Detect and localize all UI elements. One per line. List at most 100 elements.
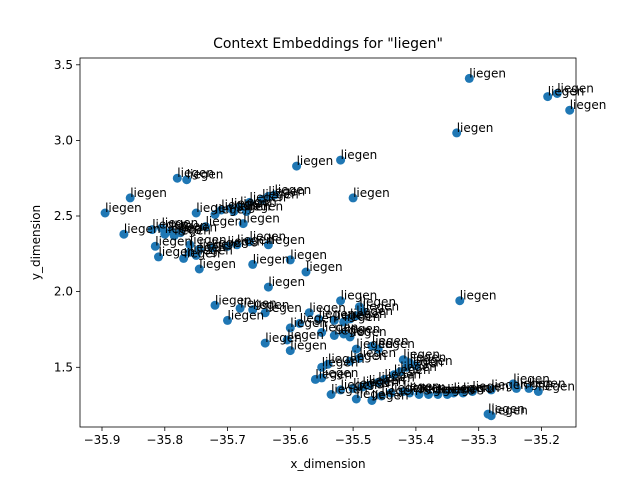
scatter-point <box>354 353 364 363</box>
scatter-point <box>235 202 245 212</box>
point-label: liegen <box>228 308 265 322</box>
point-label: liegen <box>287 328 324 342</box>
point-label: liegen <box>334 324 371 338</box>
scatter-point <box>351 344 361 354</box>
scatter-point <box>449 388 459 398</box>
scatter-point <box>511 383 521 393</box>
scatter-point <box>348 193 358 203</box>
point-label: liegen <box>221 198 258 212</box>
scatter-point <box>179 253 189 263</box>
scatter-point <box>260 308 270 318</box>
point-label: liegen <box>322 321 359 335</box>
scatter-point <box>232 240 242 250</box>
x-tick-label: −35.3 <box>460 433 497 447</box>
point-label: liegen <box>190 240 227 254</box>
point-label: liegen <box>243 212 280 226</box>
scatter-point <box>414 390 424 399</box>
scatter-point <box>216 205 226 215</box>
point-label: liegen <box>177 166 214 180</box>
point-label: liegen <box>516 376 553 390</box>
scatter-point <box>339 317 349 327</box>
point-label: liegen <box>174 224 211 238</box>
point-label: liegen <box>206 215 243 229</box>
scatter-point <box>304 308 314 318</box>
point-label: liegen <box>228 234 265 248</box>
point-label: liegen <box>403 380 440 394</box>
scatter-point <box>210 300 220 310</box>
point-label: liegen <box>378 370 415 384</box>
scatter-point <box>285 255 295 265</box>
point-label: liegen <box>265 331 302 345</box>
y-tick-label: 3.5 <box>54 58 73 72</box>
point-label: liegen <box>250 190 287 204</box>
x-tick-label: −35.2 <box>523 433 560 447</box>
y-tick-label: 2.0 <box>54 285 73 299</box>
scatter-point <box>257 194 267 204</box>
scatter-point <box>245 197 254 207</box>
point-label: liegen <box>491 378 528 392</box>
scatter-point <box>301 267 311 277</box>
x-axis-label: x_dimension <box>290 457 365 471</box>
scatter-point <box>285 323 295 333</box>
scatter-point <box>552 89 562 98</box>
point-label: liegen <box>215 203 252 217</box>
point-label: liegen <box>447 383 484 397</box>
point-label: liegen <box>457 121 494 135</box>
scatter-point <box>336 385 346 395</box>
scatter-point <box>358 382 367 392</box>
scatter-point <box>543 92 553 102</box>
scatter-point <box>295 318 305 328</box>
point-label: liegen <box>488 402 525 416</box>
scatter-point <box>248 259 258 269</box>
point-label: liegen <box>491 404 528 418</box>
point-label: liegen <box>331 383 368 397</box>
x-tick-label: −35.6 <box>272 433 309 447</box>
point-label: liegen <box>165 222 202 236</box>
scatter-point <box>367 341 377 351</box>
point-label: liegen <box>344 310 381 324</box>
scatter-point <box>317 373 327 383</box>
scatter-point <box>455 296 465 306</box>
point-label: liegen <box>268 233 305 247</box>
scatter-point <box>119 229 129 239</box>
point-label: liegen <box>538 380 575 394</box>
point-label: liegen <box>184 246 221 260</box>
x-axis-ticks: −35.9 −35.8 −35.7 −35.6 −35.5 −35.4 −35.3 −35.2 <box>84 427 560 447</box>
scatter-point <box>282 335 292 345</box>
point-label: liegen <box>297 154 334 168</box>
scatter-point <box>524 383 534 393</box>
scatter-point <box>185 240 195 250</box>
point-label: liegen <box>378 337 415 351</box>
scatter-point <box>248 305 258 315</box>
scatter-point <box>376 391 386 401</box>
scatter-point <box>486 411 496 421</box>
scatter-point <box>172 173 182 183</box>
scatter-point <box>467 387 477 396</box>
point-label: liegen <box>199 257 236 271</box>
point-label: liegen <box>341 378 378 392</box>
scatter-point <box>191 250 201 260</box>
scatter-point <box>147 225 157 235</box>
point-label: liegen <box>234 200 271 214</box>
point-label: liegen <box>369 373 406 387</box>
point-label: liegen <box>319 307 356 321</box>
point-label: liegen <box>315 367 352 381</box>
point-label: liegen <box>196 201 233 215</box>
point-label: liegen <box>356 304 393 318</box>
scatter-point <box>452 128 462 138</box>
x-tick-label: −35.8 <box>146 433 183 447</box>
point-label: liegen <box>353 376 390 390</box>
scatter-point <box>433 390 443 399</box>
scatter-point <box>424 390 433 399</box>
scatter-point <box>386 388 396 398</box>
point-label: liegen <box>410 381 447 395</box>
point-label: liegen <box>328 352 365 366</box>
scatter-point <box>160 229 170 239</box>
point-label: liegen <box>472 380 509 394</box>
scatter-point <box>329 315 339 325</box>
point-label: liegen <box>356 337 393 351</box>
point-label: liegen <box>196 243 233 257</box>
scatter-point <box>245 237 254 247</box>
point-label: liegen <box>350 325 387 339</box>
